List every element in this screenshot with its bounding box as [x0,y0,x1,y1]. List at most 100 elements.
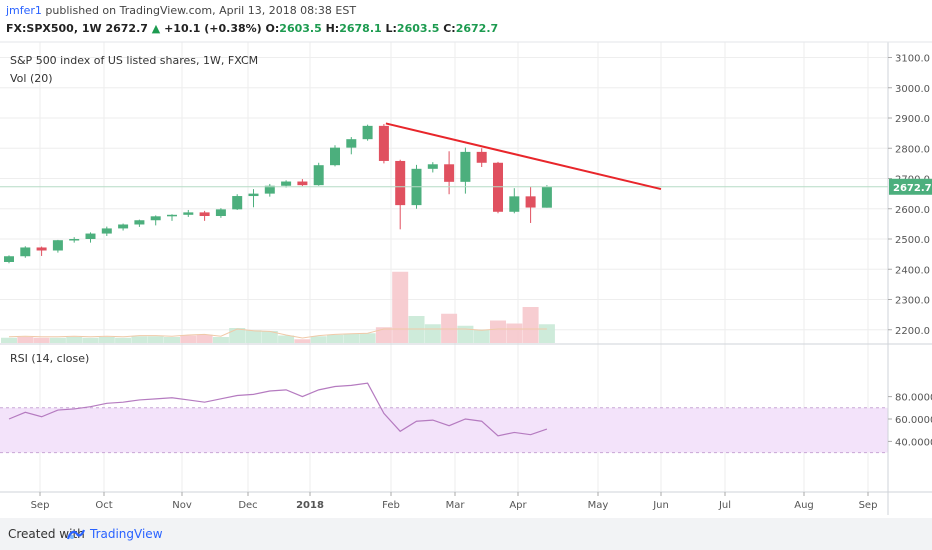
time-tick-label: May [588,500,609,511]
volume-label: Vol (20) [10,72,53,85]
price-tick-label: 2400.0 [895,265,930,276]
volume-bar [17,337,34,343]
candle-body [4,256,14,262]
candle-body [330,147,340,166]
low-value: 2603.5 [396,22,440,35]
candle-body [378,125,389,161]
volume-bar [538,324,555,343]
ohlc-line: FX:SPX500, 1W 2672.7 ▲ +10.1 (+0.38%) O:… [6,22,498,35]
price-tick-label: 3100.0 [895,54,930,65]
candle-body [297,181,308,186]
volume-bar [506,323,523,343]
volume-bar [245,330,262,343]
time-tick-label: Feb [382,500,400,511]
volume-bar [33,337,50,343]
time-tick-label: Sep [859,500,878,511]
open-value: 2603.5 [279,22,322,35]
candle-body [525,196,536,208]
chart-header: jmfer1 published on TradingView.com, Apr… [0,0,932,40]
volume-bar [98,337,115,343]
publish-info: published on TradingView.com, April 13, … [41,4,357,17]
author-link[interactable]: jmfer1 [6,4,42,17]
tradingview-brand-link[interactable]: TradingView [90,527,163,541]
volume-bar [490,320,506,343]
candle-body [150,216,161,221]
time-tick-label: Jun [652,500,669,511]
candle-body [493,162,503,212]
volume-bar [457,325,474,343]
volume-bar [278,335,295,343]
time-tick-label: Dec [238,500,257,511]
candle-body [281,181,292,186]
candle-body [362,125,373,140]
volume-bar [327,334,343,343]
volume-bar [261,331,278,343]
time-tick-label: Apr [509,500,527,511]
candle-body [20,247,31,257]
high-value: 2678.1 [339,22,382,35]
volume-bar [49,337,66,343]
volume-bar [359,333,376,343]
last-price-tag [889,178,932,195]
time-tick-label: Mar [446,500,466,511]
candle-body [313,165,324,186]
candle-body [427,164,438,169]
publish-line: jmfer1 published on TradingView.com, Apr… [6,4,356,17]
candle-body [509,196,520,212]
volume-bar [424,324,441,343]
candle-body [183,212,194,215]
volume-bar [131,336,148,343]
created-with-text: Created with [8,527,85,541]
volume-bar [196,334,213,343]
volume-bar [310,336,327,343]
volume-bar [164,337,180,343]
rsi-tick-label: 60.0000 [895,415,932,426]
candle-body [167,214,177,217]
volume-bar [229,328,246,343]
candle-body [248,193,259,197]
candle-body [85,233,96,239]
price-change: +10.1 (+0.38%) [164,22,262,35]
symbol-label[interactable]: FX:SPX500, 1W [6,22,102,35]
rsi-label: RSI (14, close) [10,352,89,365]
candle-body [215,209,226,217]
axes: 2200.02300.02400.02500.02600.02700.02800… [0,41,932,515]
candle-body [199,212,210,217]
price-tick-label: 3000.0 [895,84,930,95]
rsi-tick-label: 40.0000 [895,437,932,448]
volume-ma-line [8,328,547,339]
trendline[interactable] [385,122,662,191]
candle-body [264,185,275,194]
grid [0,42,888,492]
candle-body [69,239,80,241]
volume-bar [212,337,229,343]
last-price: 2672.7 [105,22,148,35]
close-label: C: [443,22,456,35]
candle-body [36,247,47,251]
rsi-line [8,382,548,437]
volume-bar [392,271,409,343]
time-tick-label: Sep [31,500,50,511]
volume-bar [180,335,197,343]
price-tick-label: 2200.0 [895,326,930,337]
time-tick-label: 2018 [296,500,324,511]
price-tick-label: 2300.0 [895,296,930,307]
volume-bar [294,339,311,343]
price-tick-label: 2900.0 [895,114,930,125]
candle-body [52,240,63,251]
chart-title: S&P 500 index of US listed shares, 1W, F… [10,54,258,67]
candle-body [460,151,471,182]
volume-bar [1,337,17,343]
candle-body [134,220,145,225]
rsi-band [0,407,888,453]
chart-canvas[interactable]: 2200.02300.02400.02500.02600.02700.02800… [0,0,932,518]
open-label: O: [265,22,280,35]
last-price-tag-label: 2672.7 [893,183,932,194]
low-label: L: [385,22,397,35]
candle-body [541,186,552,208]
time-tick-label: Nov [172,500,192,511]
up-arrow-icon: ▲ [151,22,161,35]
time-tick-label: Jul [718,500,731,511]
time-tick-label: Aug [794,500,814,511]
volume-bar [66,337,83,343]
